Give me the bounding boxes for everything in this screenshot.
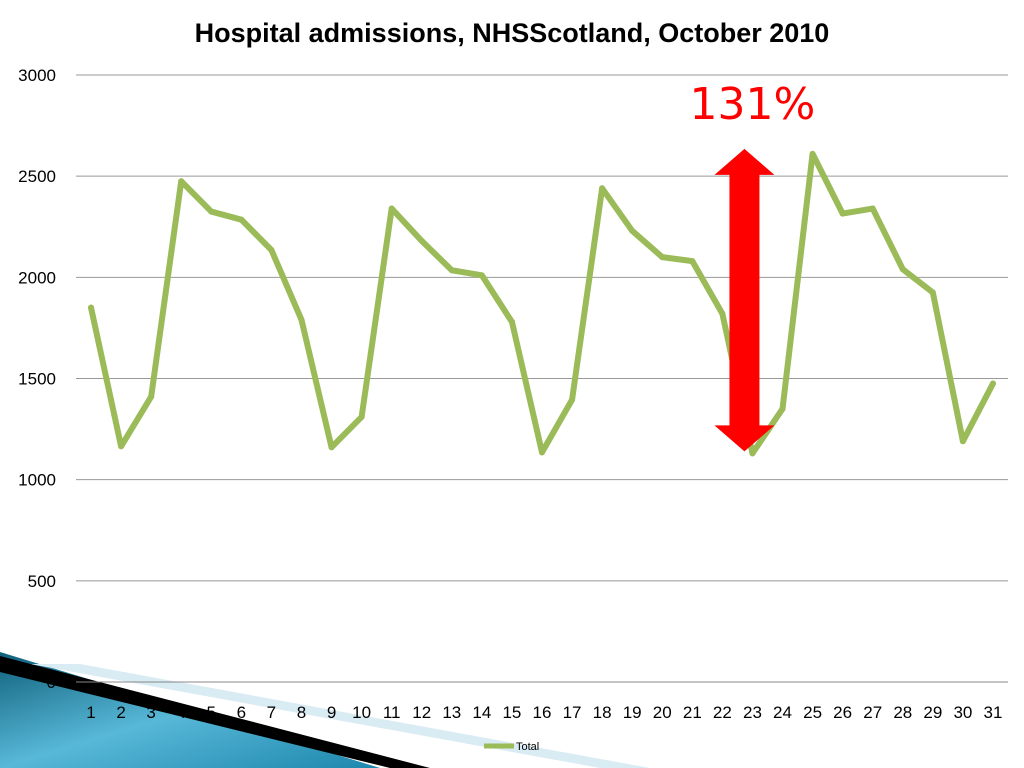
x-tick-label: 30 xyxy=(953,703,972,722)
x-tick-label: 17 xyxy=(563,703,582,722)
y-tick-label: 0 xyxy=(47,673,56,692)
data-point xyxy=(809,150,816,157)
slide-corner-decoration xyxy=(0,652,650,768)
x-tick-label: 7 xyxy=(267,703,276,722)
x-tick-label: 27 xyxy=(863,703,882,722)
x-tick-label: 25 xyxy=(803,703,822,722)
x-tick-label: 28 xyxy=(893,703,912,722)
data-point xyxy=(508,318,515,325)
x-tick-label: 9 xyxy=(327,703,336,722)
y-tick-label: 1000 xyxy=(18,471,56,490)
data-point xyxy=(178,178,185,185)
data-point xyxy=(719,310,726,317)
y-tick-label: 2500 xyxy=(18,167,56,186)
x-axis-ticks: 1 2 3 4 5 6 7 8 9 10 11 12 13 14 15 16 17 18 19 20 21 22 23 24 2… xyxy=(86,703,1002,722)
y-tick-label: 2000 xyxy=(18,268,56,287)
x-tick-label: 16 xyxy=(533,703,552,722)
data-point xyxy=(839,210,846,217)
x-tick-label: 11 xyxy=(383,703,401,722)
data-point xyxy=(629,227,636,234)
data-point xyxy=(659,254,666,261)
x-tick-label: 5 xyxy=(207,703,216,722)
legend-label: Total xyxy=(516,741,539,753)
x-tick-label: 4 xyxy=(176,703,185,722)
data-point xyxy=(689,258,696,265)
data-point xyxy=(539,449,545,456)
x-tick-label: 8 xyxy=(297,703,306,722)
x-tick-label: 19 xyxy=(623,703,642,722)
data-point xyxy=(418,237,425,244)
x-tick-label: 31 xyxy=(984,703,1003,722)
y-tick-label: 1500 xyxy=(18,370,56,389)
series-total xyxy=(88,150,996,457)
x-tick-label: 14 xyxy=(472,703,491,722)
x-tick-label: 15 xyxy=(502,703,521,722)
data-point xyxy=(208,208,215,215)
chart-title: Hospital admissions, NHSScotland, Octobe… xyxy=(195,18,830,48)
data-point xyxy=(118,443,125,450)
x-tick-label: 6 xyxy=(237,703,246,722)
data-point xyxy=(569,396,576,403)
data-point xyxy=(148,393,155,400)
x-tick-label: 13 xyxy=(442,703,461,722)
data-point xyxy=(88,304,95,311)
x-tick-label: 1 xyxy=(86,703,95,722)
data-point xyxy=(358,413,365,420)
x-tick-label: 23 xyxy=(743,703,762,722)
gridlines xyxy=(76,74,1008,683)
x-tick-label: 29 xyxy=(923,703,942,722)
data-point xyxy=(388,205,395,212)
data-point xyxy=(899,266,906,273)
x-tick-label: 22 xyxy=(713,703,732,722)
data-point xyxy=(929,289,936,296)
x-tick-label: 21 xyxy=(683,703,702,722)
data-point xyxy=(478,272,485,279)
x-tick-label: 12 xyxy=(412,703,431,722)
data-point xyxy=(298,316,305,323)
legend: Total xyxy=(484,741,539,753)
data-point xyxy=(869,205,876,212)
data-point xyxy=(749,450,756,457)
x-tick-label: 18 xyxy=(593,703,612,722)
data-point xyxy=(268,247,275,254)
double-arrow xyxy=(714,148,775,452)
data-point xyxy=(599,185,606,192)
annotation-range: 131% xyxy=(690,79,816,452)
data-point xyxy=(448,267,455,274)
series-line xyxy=(88,150,996,457)
data-point xyxy=(238,216,245,223)
y-tick-label: 3000 xyxy=(18,66,56,85)
x-tick-label: 3 xyxy=(146,703,155,722)
annotation-label: 131% xyxy=(690,79,816,130)
y-axis-ticks: 0 500 1000 1500 2000 2500 3000 xyxy=(18,66,56,692)
x-tick-label: 26 xyxy=(833,703,852,722)
data-point xyxy=(328,444,335,451)
x-tick-label: 10 xyxy=(352,703,371,722)
data-point xyxy=(989,380,996,387)
x-tick-label: 20 xyxy=(653,703,672,722)
x-tick-label: 24 xyxy=(773,703,792,722)
x-tick-label: 2 xyxy=(116,703,125,722)
data-point xyxy=(779,405,786,412)
y-tick-label: 500 xyxy=(28,572,56,591)
data-point xyxy=(959,438,966,445)
